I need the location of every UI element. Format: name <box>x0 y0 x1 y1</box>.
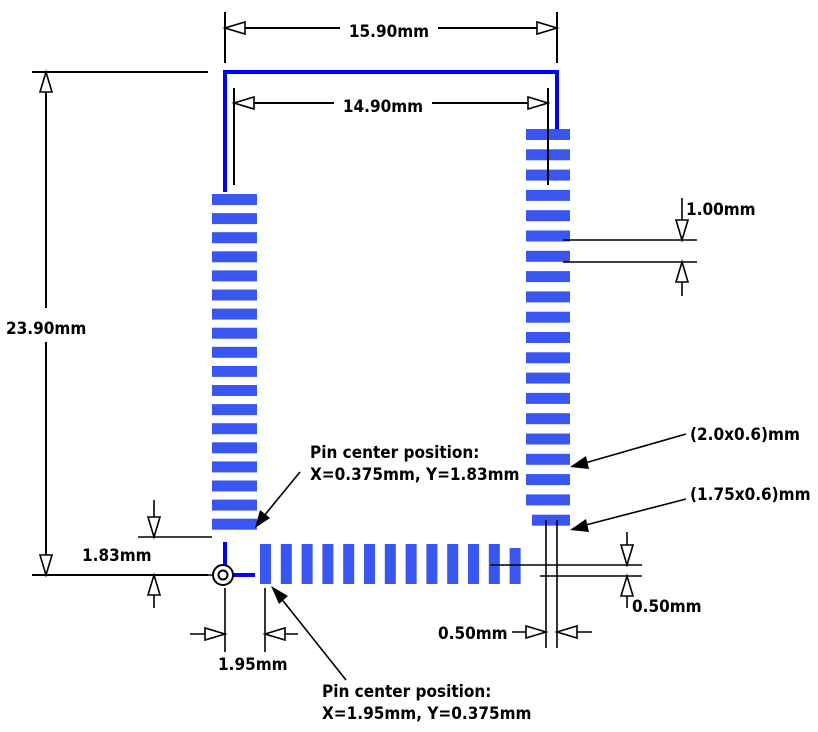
bottom-offset-label: 0.50mm <box>632 597 702 617</box>
first-pin-coords: X=0.375mm, Y=1.83mm <box>310 465 520 485</box>
left-pad <box>212 404 257 416</box>
bottom-pin-offset-dimension: 1.95mm <box>190 588 298 675</box>
right-pad <box>526 413 570 425</box>
left-pad <box>212 461 257 473</box>
bottom-pad-row <box>260 544 521 584</box>
bottom-pad <box>322 544 334 584</box>
pad-size-callout-corner: (1.75x0.6)mm <box>570 485 811 532</box>
bottom-pin-coords: X=1.95mm, Y=0.375mm <box>322 704 532 724</box>
left-pad <box>212 442 257 454</box>
left-pad-row <box>212 194 257 530</box>
right-pad <box>526 271 570 283</box>
left-pad <box>212 270 257 282</box>
right-pad <box>526 332 570 343</box>
first-pin-callout: Pin center position: X=0.375mm, Y=1.83mm <box>255 443 520 528</box>
inner-width-label: 14.90mm <box>343 97 423 117</box>
right-pad <box>526 230 570 242</box>
module-outline <box>223 70 559 192</box>
pad-size-corner-label: (1.75x0.6)mm <box>690 485 811 505</box>
pad-size-large-label: (2.0x0.6)mm <box>690 425 800 445</box>
bottom-pad <box>468 544 479 584</box>
right-pad <box>526 352 570 364</box>
pitch-dimension: 1.00mm <box>563 198 756 296</box>
left-pad <box>212 251 257 263</box>
left-pad <box>212 518 257 530</box>
left-pad <box>212 423 257 435</box>
height-label: 23.90mm <box>6 319 86 339</box>
bottom-offset-dimension: 0.50mm <box>490 532 702 617</box>
right-pad <box>526 250 570 262</box>
left-offset-label: 1.83mm <box>82 546 152 566</box>
bottom-pad <box>447 544 459 584</box>
bottom-pad <box>405 544 417 584</box>
right-pad-corner <box>532 514 570 526</box>
outer-width-dimension: 15.90mm <box>222 12 560 63</box>
right-pad <box>526 210 570 222</box>
left-pad <box>212 499 257 511</box>
right-offset-dimension: 0.50mm <box>438 520 592 648</box>
pad-size-callout-large: (2.0x0.6)mm <box>570 425 800 469</box>
right-pad <box>526 474 570 486</box>
left-offset-dimension: 1.83mm <box>82 500 212 608</box>
right-pad <box>526 189 570 201</box>
pitch-label: 1.00mm <box>686 200 756 220</box>
left-pad <box>212 480 257 492</box>
bottom-pad <box>301 544 313 584</box>
right-pad <box>526 311 570 323</box>
right-pad-row <box>526 129 570 526</box>
left-pad <box>212 385 257 396</box>
right-pad <box>526 453 570 465</box>
right-pad <box>526 372 570 384</box>
left-pad <box>212 194 257 205</box>
height-dimension: 23.90mm <box>6 69 208 578</box>
bottom-pad-corner <box>509 548 521 584</box>
left-pad <box>212 213 257 225</box>
inner-width-dimension: 14.90mm <box>231 88 551 185</box>
right-pad <box>526 433 570 445</box>
bottom-pin-offset-label: 1.95mm <box>218 655 288 675</box>
bottom-pin-title: Pin center position: <box>322 682 491 702</box>
bottom-pad <box>280 544 292 584</box>
first-pin-title: Pin center position: <box>310 443 479 463</box>
bottom-pin-callout: Pin center position: X=1.95mm, Y=0.375mm <box>271 586 532 724</box>
left-pad <box>212 308 257 320</box>
left-pad <box>212 346 257 358</box>
left-pad <box>212 289 257 301</box>
origin-target-icon <box>212 564 234 586</box>
bottom-pad <box>364 544 375 584</box>
right-pad <box>526 291 570 303</box>
bottom-pad <box>384 544 396 584</box>
right-offset-label: 0.50mm <box>438 624 508 644</box>
left-pad <box>212 327 257 339</box>
outer-width-label: 15.90mm <box>349 22 429 42</box>
bottom-pad <box>343 544 355 584</box>
right-pad <box>526 494 570 506</box>
left-pad <box>212 365 257 377</box>
bottom-pad <box>488 544 500 584</box>
left-pad <box>212 232 257 244</box>
bottom-pad <box>260 544 271 584</box>
bottom-pad <box>426 544 438 584</box>
right-pad <box>526 392 570 404</box>
